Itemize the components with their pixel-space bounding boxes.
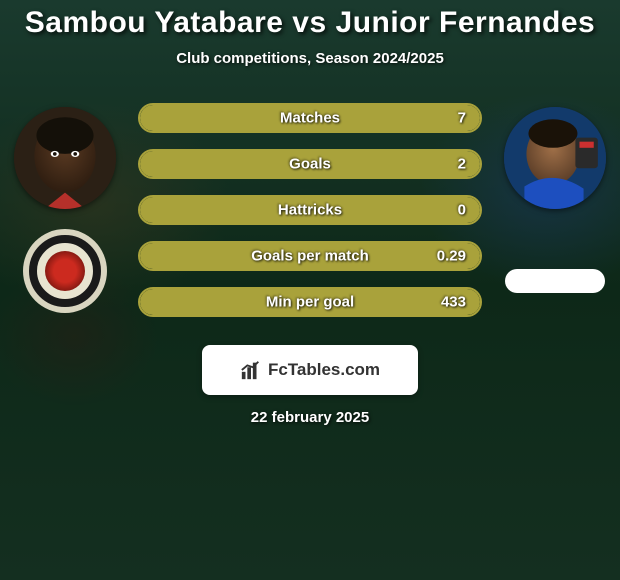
logo-text: FcTables.com (268, 360, 380, 380)
player-left-icon (14, 107, 116, 209)
page-title: Sambou Yatabare vs Junior Fernandes (25, 6, 595, 40)
stat-bar-label: Goals per match (251, 248, 369, 265)
stat-bar-label: Matches (280, 110, 340, 127)
stat-bar: Goals per match 0.29 (138, 241, 482, 271)
stat-bar-value: 0 (458, 202, 466, 219)
stat-bar-value: 2 (458, 156, 466, 173)
stat-bar-value: 0.29 (437, 248, 466, 265)
chart-icon (240, 359, 262, 381)
date-text: 22 february 2025 (251, 409, 369, 426)
club-left-inner (45, 251, 85, 291)
stat-bar-value: 433 (441, 294, 466, 311)
left-column (10, 97, 120, 313)
stat-bar-label: Min per goal (266, 294, 354, 311)
subtitle: Club competitions, Season 2024/2025 (176, 50, 444, 67)
club-left-badge (23, 229, 107, 313)
stat-bar: Matches 7 (138, 103, 482, 133)
stat-bar: Goals 2 (138, 149, 482, 179)
stat-bar-label: Hattricks (278, 202, 342, 219)
player-left-avatar (14, 107, 116, 209)
player-right-icon (504, 107, 606, 209)
right-column (500, 97, 610, 293)
stat-bar: Hattricks 0 (138, 195, 482, 225)
club-right-badge (505, 269, 605, 293)
stat-bar: Min per goal 433 (138, 287, 482, 317)
player-right-avatar (504, 107, 606, 209)
content-root: Sambou Yatabare vs Junior Fernandes Club… (0, 0, 620, 580)
main-row: Matches 7 Goals 2 Hattricks 0 Goals per match 0… (0, 97, 620, 317)
stat-bar-value: 7 (458, 110, 466, 127)
stat-bar-label: Goals (289, 156, 331, 173)
stats-bars: Matches 7 Goals 2 Hattricks 0 Goals per match 0… (138, 97, 482, 317)
logo-box[interactable]: FcTables.com (202, 345, 418, 395)
